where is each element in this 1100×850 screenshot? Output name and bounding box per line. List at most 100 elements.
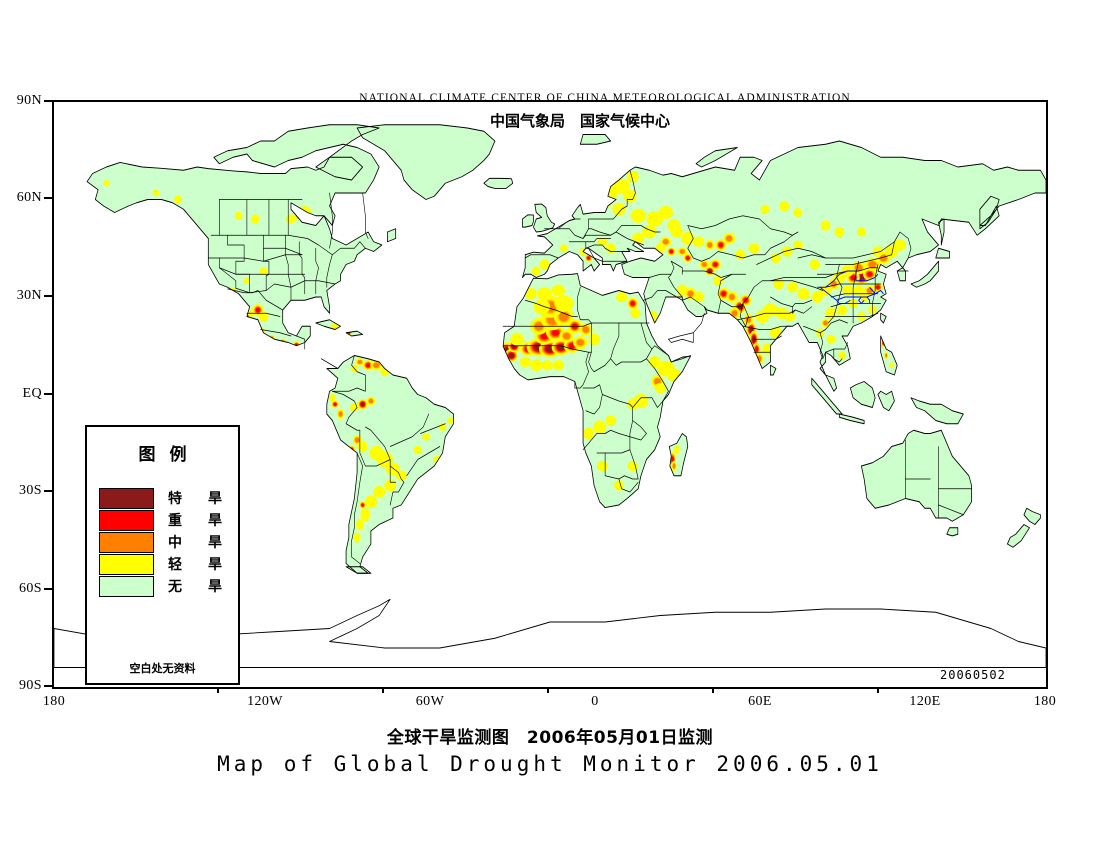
- drought-blob-light: [674, 445, 680, 455]
- coastline-namerica: [86, 124, 383, 347]
- legend-label-no-drought: 无 旱: [168, 579, 228, 595]
- ytick-mark-30n: [44, 295, 52, 297]
- political-border: [938, 504, 964, 516]
- land-eurasia: [522, 141, 1046, 392]
- ytick-label-60s: 60S: [19, 581, 42, 596]
- drought-blob-light: [605, 415, 617, 426]
- land-sulawesi: [877, 391, 895, 411]
- drought-blob-light: [809, 259, 820, 270]
- drought-blob-moderate: [559, 329, 574, 343]
- political-border: [737, 309, 796, 321]
- drought-blob-light: [605, 243, 616, 254]
- drought-blob-light: [539, 259, 550, 270]
- legend-label-light-drought: 轻 旱: [168, 557, 228, 573]
- political-border: [588, 322, 611, 373]
- drought-blob-light: [630, 208, 646, 223]
- drought-blob-light: [889, 362, 894, 369]
- political-border: [681, 296, 705, 308]
- river: [869, 286, 876, 295]
- drought-blob-light: [626, 170, 639, 183]
- political-border: [582, 384, 603, 415]
- coastline-cuba: [315, 319, 341, 330]
- drought-blob-moderate: [699, 259, 710, 270]
- land-newfound: [387, 228, 396, 242]
- drought-blob-severe: [666, 246, 676, 257]
- political-border: [668, 355, 691, 363]
- political-border: [797, 241, 895, 259]
- coastline-antarctica: [54, 598, 1046, 668]
- political-border: [852, 260, 859, 324]
- drought-blob-moderate: [743, 313, 754, 326]
- xtick-mark-60e: [712, 685, 714, 693]
- political-border: [332, 355, 366, 392]
- political-border: [643, 290, 683, 301]
- political-border: [524, 254, 559, 259]
- xtick-label-180w: 180: [42, 694, 66, 709]
- political-border: [819, 332, 848, 360]
- drought-blob-light: [329, 393, 336, 402]
- drought-blob-light: [667, 219, 681, 232]
- drought-blob-light: [422, 432, 430, 441]
- political-border: [830, 303, 881, 308]
- map-canvas[interactable]: [54, 102, 1046, 687]
- political-border: [582, 228, 611, 239]
- river: [817, 270, 879, 288]
- drought-blob-light: [583, 427, 595, 440]
- political-border: [803, 319, 848, 334]
- drought-blob-light: [592, 420, 607, 434]
- political-border: [420, 423, 446, 434]
- drought-blob-light: [373, 486, 386, 498]
- coastline-iceland: [483, 177, 514, 189]
- land-ireland: [522, 214, 534, 228]
- drought-blob-light: [773, 278, 785, 290]
- drought-blob-light: [551, 284, 565, 297]
- land-antarctica: [54, 599, 1046, 668]
- political-border: [263, 234, 270, 291]
- drought-blob-light: [559, 244, 568, 253]
- agency-credit-english: NATIONAL CLIMATE CENTER OF CHINA METEORO…: [359, 92, 851, 104]
- legend-item-light-drought: 轻 旱: [99, 553, 238, 575]
- drought-blob-light: [735, 249, 746, 260]
- ytick-mark-60n: [44, 197, 52, 199]
- political-border: [756, 247, 826, 265]
- political-border: [615, 231, 644, 246]
- drought-blob-light: [627, 460, 638, 472]
- political-border: [739, 303, 749, 327]
- political-border: [235, 280, 336, 294]
- coastline-and-borders: [54, 124, 1046, 668]
- drought-blob-light: [616, 291, 628, 303]
- political-border: [872, 264, 879, 317]
- land-tasmania: [946, 527, 958, 536]
- drought-blob-light: [152, 189, 160, 197]
- political-border: [582, 394, 633, 451]
- drought-blob-light: [770, 252, 781, 264]
- drought-blob-light: [596, 460, 608, 472]
- legend-label-extreme-drought: 特 旱: [168, 491, 228, 507]
- drought-blob-light: [524, 287, 537, 300]
- drought-blob-light: [597, 237, 608, 247]
- political-border: [362, 192, 369, 239]
- political-border: [632, 397, 664, 408]
- political-border: [825, 254, 892, 265]
- coastline-australia: [860, 429, 972, 522]
- xtick-label-120w: 120W: [247, 694, 283, 709]
- drought-blob-light: [797, 287, 810, 300]
- legend-item-severe-drought: 重 旱: [99, 509, 238, 531]
- coastline-nz_s: [1007, 524, 1030, 548]
- drought-blob-light: [760, 204, 770, 214]
- political-border: [502, 345, 592, 353]
- drought-blob-light: [642, 225, 657, 239]
- drought-blob-light: [856, 227, 866, 237]
- drought-blob-light: [234, 211, 243, 220]
- coastline-sulawesi: [877, 390, 895, 412]
- ytick-mark-60s: [44, 588, 52, 590]
- political-border: [227, 288, 284, 311]
- drought-blob-severe: [863, 268, 877, 281]
- political-border: [263, 247, 303, 256]
- legend-item-moderate-drought: 中 旱: [99, 531, 238, 553]
- drought-blob-light: [356, 518, 364, 531]
- drought-blob-light: [826, 334, 836, 344]
- drought-blob-light: [627, 398, 639, 411]
- drought-blob-light: [658, 206, 673, 219]
- drought-blob-light: [654, 382, 666, 394]
